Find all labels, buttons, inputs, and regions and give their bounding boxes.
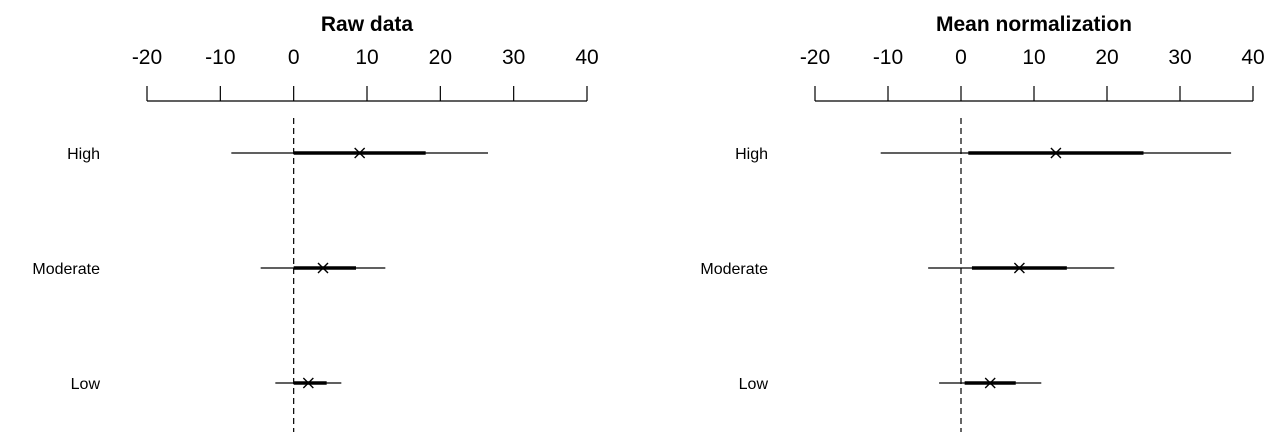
x-tick-label: 20 — [1095, 46, 1118, 69]
point-estimate-marker — [354, 147, 366, 159]
x-tick-label: 40 — [575, 46, 598, 69]
x-tick-label: 30 — [1168, 46, 1191, 69]
estimate-cross-stroke — [302, 377, 314, 389]
category-label: Moderate — [700, 261, 768, 278]
category-label: Low — [71, 376, 101, 393]
point-estimate-marker — [1013, 262, 1025, 274]
point-estimate-marker — [302, 377, 314, 389]
estimate-cross-stroke — [984, 377, 996, 389]
point-estimate-marker — [984, 377, 996, 389]
x-tick-label: 40 — [1241, 46, 1264, 69]
estimate-cross-stroke — [317, 262, 329, 274]
x-tick-label: 30 — [502, 46, 525, 69]
chart-panel-2: Mean normalization -20 -10 0 10 20 30 40 High Mod… — [700, 13, 1265, 432]
category-label: High — [735, 146, 768, 163]
point-estimate-marker — [317, 262, 329, 274]
estimate-cross-stroke — [1050, 147, 1062, 159]
category-label: Low — [739, 376, 769, 393]
x-tick-label: 0 — [955, 46, 967, 69]
x-tick-label: -20 — [132, 46, 162, 69]
x-tick-label: -10 — [205, 46, 235, 69]
category-label: Moderate — [32, 261, 100, 278]
x-tick-label: 10 — [355, 46, 378, 69]
category-label: High — [67, 146, 100, 163]
point-estimate-marker — [1050, 147, 1062, 159]
estimate-cross-stroke — [354, 147, 366, 159]
x-tick-label: 0 — [288, 46, 300, 69]
estimate-cross-stroke — [1013, 262, 1025, 274]
x-tick-label: -10 — [873, 46, 903, 69]
chart-title: Raw data — [321, 13, 414, 36]
x-tick-label: 20 — [429, 46, 452, 69]
x-tick-label: -20 — [800, 46, 830, 69]
chart-title: Mean normalization — [936, 13, 1132, 36]
chart-panel-1: Raw data -20 -10 0 10 20 30 40 High Moderate Low — [32, 13, 599, 432]
x-tick-label: 10 — [1022, 46, 1045, 69]
